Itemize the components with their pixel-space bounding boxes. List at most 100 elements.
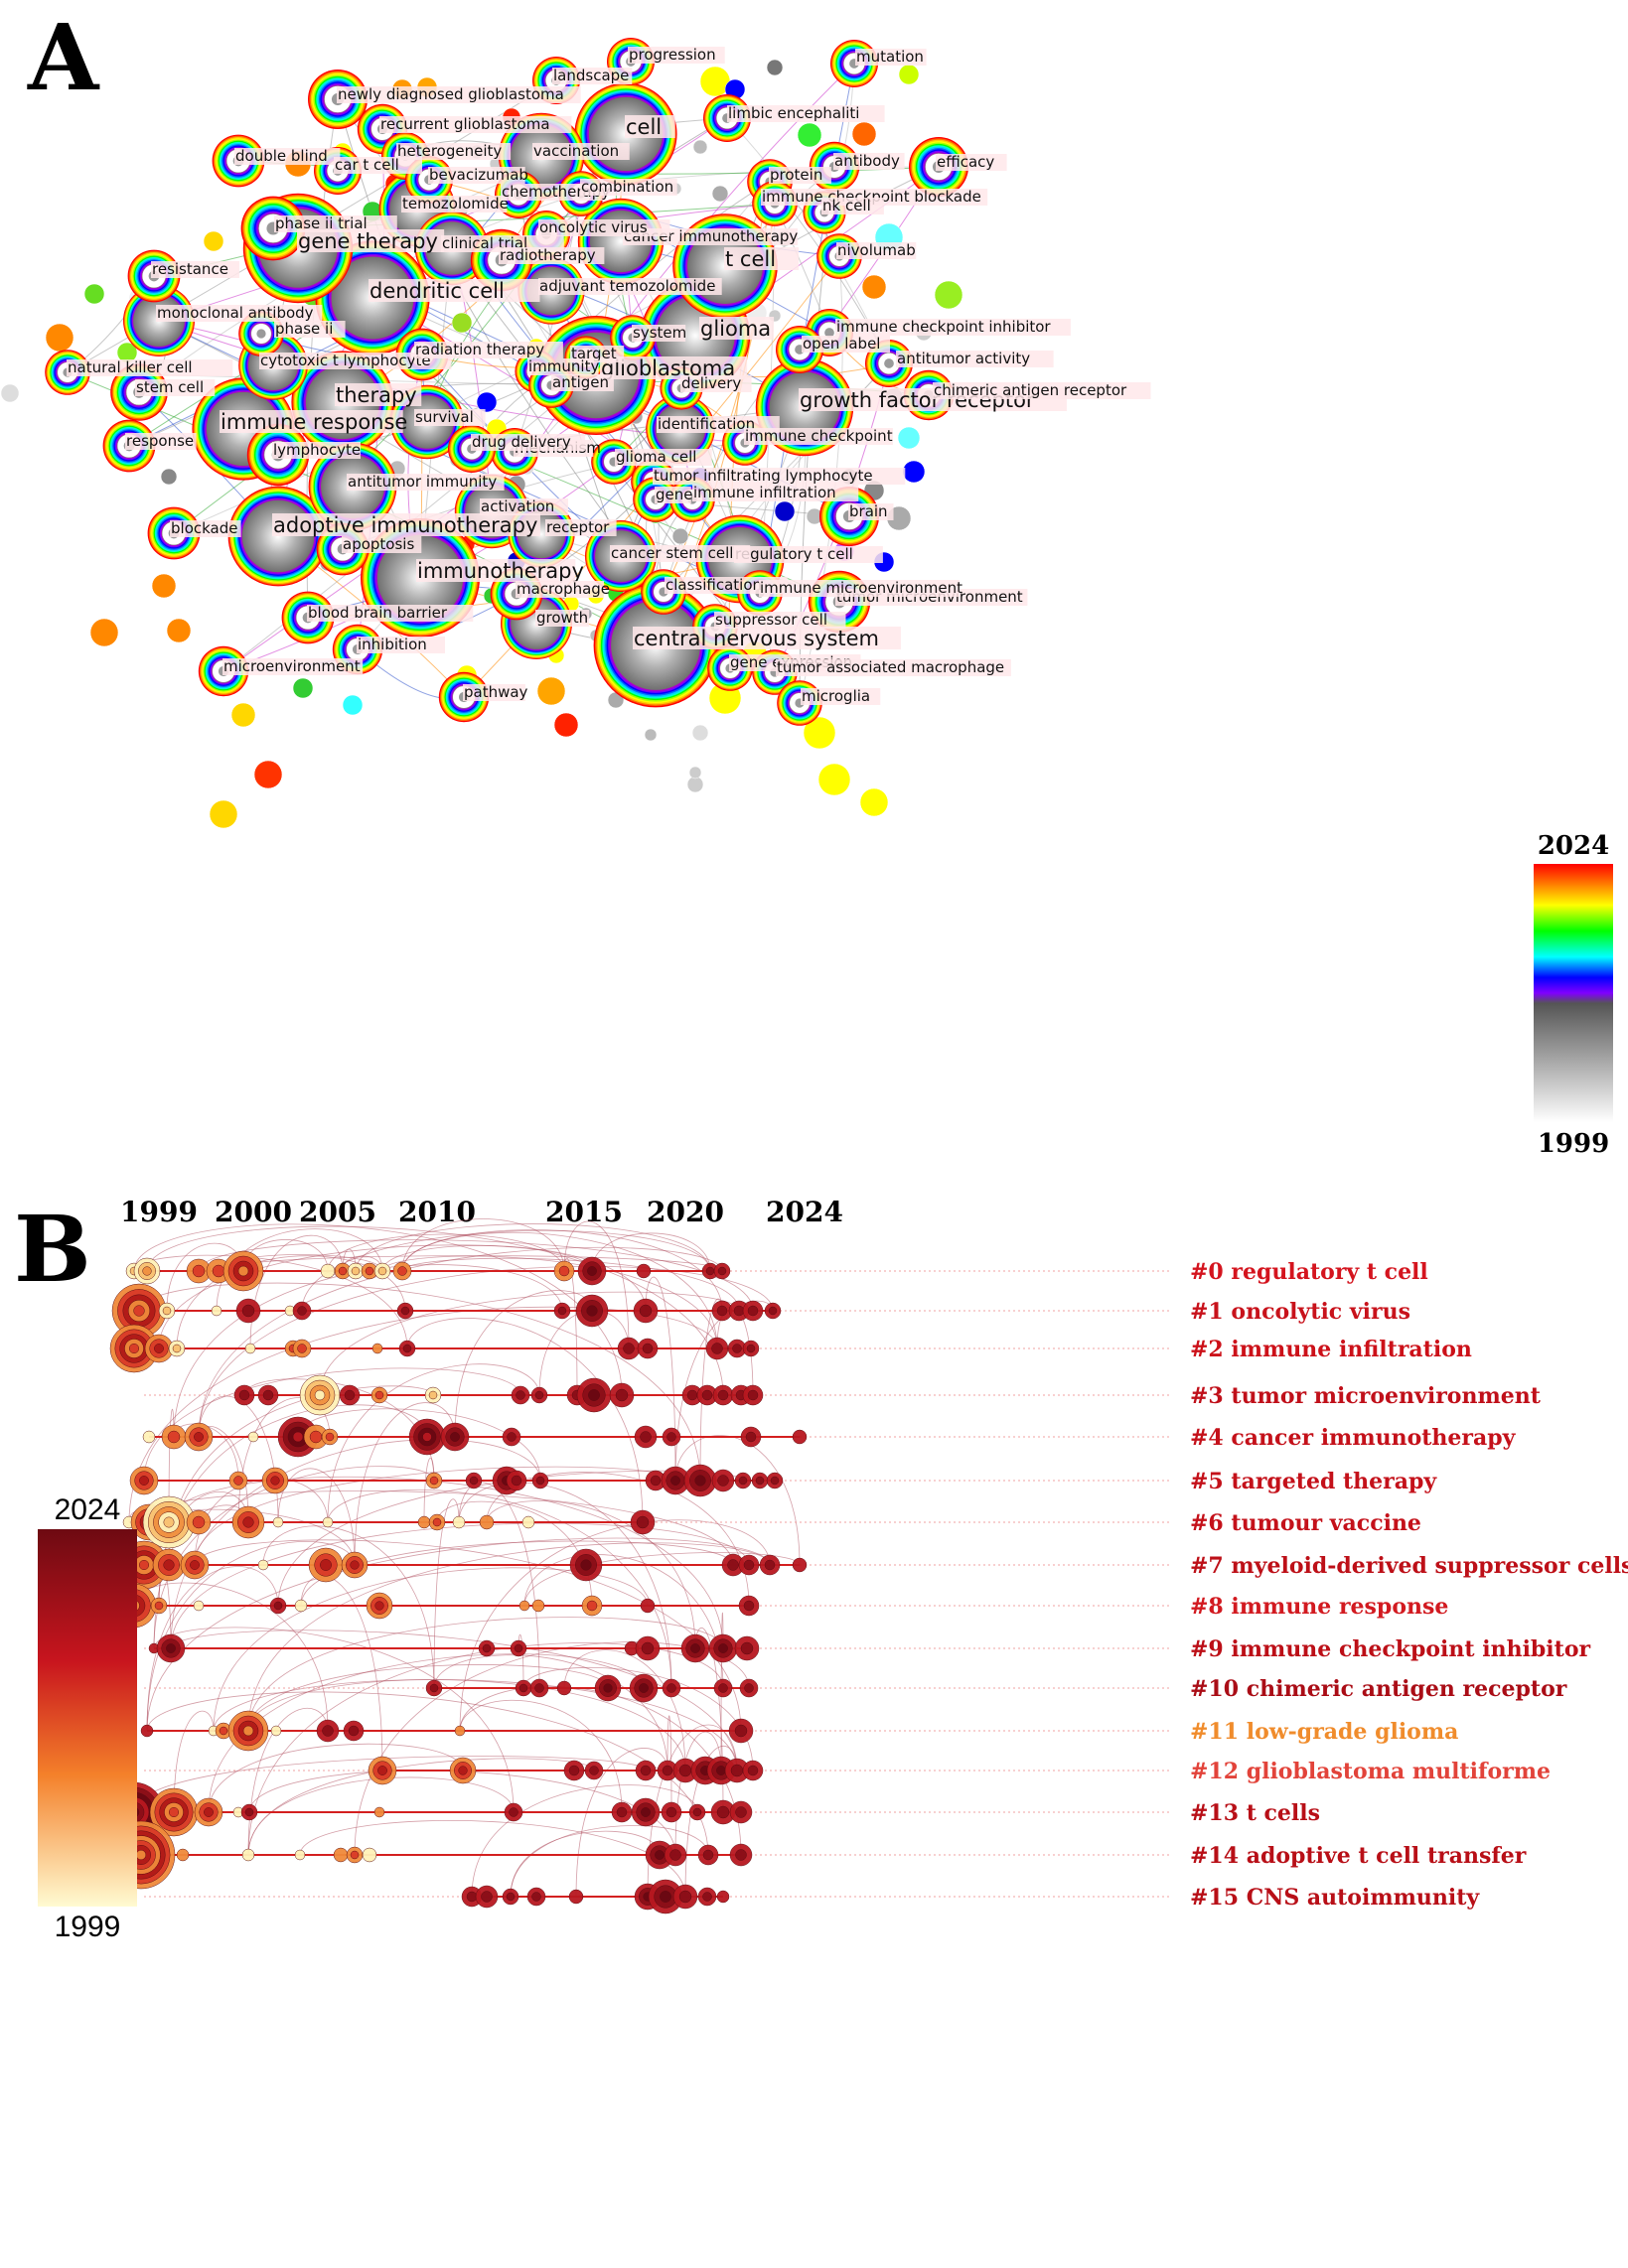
keyword-label-bg	[428, 167, 525, 184]
timeline-node-ring	[320, 1263, 336, 1279]
timeline-node-ring	[454, 1725, 466, 1737]
timeline-node-ring	[362, 1847, 377, 1863]
timeline-node-ring	[642, 1343, 654, 1354]
timeline-node-ring	[580, 1559, 592, 1571]
keyword-label-bg	[480, 498, 568, 515]
timeline-node-ring	[670, 1476, 680, 1486]
keyword-label-bg	[535, 610, 590, 627]
timeline-node-ring	[469, 1476, 479, 1486]
timeline-node	[292, 1301, 312, 1321]
timeline-node	[454, 1725, 466, 1737]
timeline-node	[728, 1718, 754, 1744]
timeline-node-ring	[257, 1559, 269, 1571]
citation-arc	[249, 1234, 344, 1349]
panel-letter-b: B	[14, 1196, 91, 1303]
timeline-node-ring	[744, 1683, 754, 1693]
timeline-node-ring	[507, 1432, 517, 1442]
keyword-label-monoclonal-antibody: monoclonal antibody	[157, 304, 314, 322]
timeline-node	[396, 1302, 414, 1320]
keyword-label-gene: gene	[656, 486, 693, 503]
timeline-node-ring	[204, 1807, 214, 1817]
citation-arc	[213, 1567, 649, 1732]
keyword-label-temozolomide: temozolomide	[402, 195, 509, 213]
timeline-node	[581, 1595, 603, 1617]
minor-node	[230, 702, 256, 728]
keyword-label-radiation-therapy: radiation therapy	[415, 341, 544, 358]
timeline-node	[766, 1472, 784, 1489]
timeline-node	[235, 1298, 261, 1324]
timeline-node-ring	[738, 1476, 748, 1486]
citation-arc	[170, 1630, 738, 1772]
cluster-label-8: #8 immune response	[1190, 1594, 1448, 1620]
timeline-node-ring	[193, 1600, 205, 1612]
keyword-label-bg	[342, 536, 422, 553]
timeline-node-ring	[717, 1389, 729, 1401]
keyword-label-phase-ii: phase ii	[275, 320, 333, 338]
keyword-label-receptor: receptor	[546, 518, 610, 536]
timeline-node	[529, 1678, 549, 1698]
keyword-label-antitumor-activity: antitumor activity	[897, 350, 1030, 367]
keyword-label-bg	[527, 358, 599, 375]
keyword-label-bg	[307, 605, 474, 622]
minor-node	[686, 776, 704, 793]
cluster-label-13: #13 t cells	[1190, 1800, 1320, 1826]
timeline-node-ring	[241, 1304, 255, 1318]
timeline-node-ring	[768, 1306, 778, 1316]
timeline-node	[705, 1337, 729, 1360]
timeline-node-ring	[686, 1389, 698, 1401]
timeline-node-ring	[616, 1806, 628, 1818]
timeline-node	[569, 1548, 603, 1582]
keyword-label-bg	[632, 325, 686, 342]
timeline-node	[635, 1760, 657, 1781]
keyword-label-car-t-cell: car t cell	[335, 156, 399, 174]
timeline-node-ring	[273, 1601, 283, 1611]
timeline-node-ring	[402, 1344, 412, 1353]
keyword-label-survival: survival	[415, 408, 474, 426]
keyword-label-system: system	[633, 324, 686, 342]
timeline-node	[341, 1551, 369, 1579]
timeline-node-ring	[452, 1515, 466, 1529]
timeline-node	[697, 1887, 717, 1907]
timeline-node-ring	[338, 1266, 348, 1276]
timeline-node	[346, 1846, 364, 1864]
timeline-node-ring	[636, 1263, 652, 1279]
keyword-label-nivolumab: nivolumab	[837, 241, 916, 259]
timeline-node-ring	[244, 1343, 256, 1354]
timeline-node-ring	[350, 1850, 360, 1860]
timeline-node-ring	[586, 1600, 598, 1612]
timeline-node	[712, 1384, 734, 1406]
timeline-node	[680, 1633, 710, 1663]
keyword-label-bg	[580, 179, 677, 196]
timeline-node-ring	[139, 1476, 149, 1486]
timeline-node-ring	[640, 1431, 652, 1443]
keyword-label-immunotherapy: immunotherapy	[417, 559, 584, 583]
timeline-node-ring	[745, 1431, 757, 1443]
cluster-label-10: #10 chimeric antigen receptor	[1190, 1676, 1567, 1702]
timeline-node	[531, 1599, 545, 1613]
timeline-node-ring	[428, 1390, 438, 1400]
timeline-node	[740, 1426, 762, 1448]
timeline-node-ring	[297, 1306, 307, 1316]
timeline-node	[635, 1635, 661, 1661]
legend-top-year-b: 2024	[55, 1493, 121, 1526]
timeline-node-ring	[211, 1305, 222, 1317]
timeline-node	[739, 1678, 759, 1698]
minor-node	[934, 280, 963, 310]
timeline-node-ring	[237, 1265, 249, 1277]
timeline-node	[742, 1340, 760, 1357]
timeline-node-ring	[163, 1516, 175, 1528]
timeline-node-ring	[660, 1891, 671, 1903]
timeline-node-ring	[558, 1265, 570, 1277]
keyword-label-therapy: therapy	[336, 383, 417, 407]
timeline-node	[629, 1673, 659, 1703]
timeline-node	[368, 1756, 397, 1785]
timeline-node	[563, 1760, 585, 1781]
keyword-node-center	[256, 329, 266, 339]
keyword-label-bg	[156, 305, 323, 322]
timeline-node	[425, 1679, 443, 1697]
citation-arc	[247, 1617, 724, 1732]
timeline-node	[728, 1300, 750, 1322]
keyword-label-bg	[334, 157, 422, 174]
keyword-label-bg	[680, 375, 752, 392]
timeline-node	[661, 1466, 690, 1495]
